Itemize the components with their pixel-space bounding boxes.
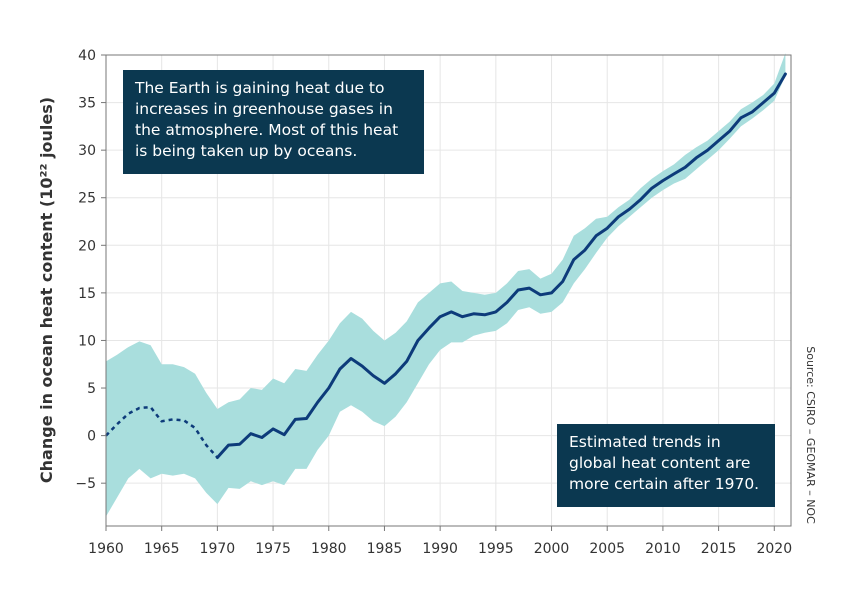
y-tick-label: 5: [87, 381, 96, 397]
x-tick-label: 2010: [645, 541, 681, 557]
x-tick-label: 2020: [756, 541, 792, 557]
plot-frame: [105, 54, 792, 527]
callout-line: is being taken up by oceans.: [135, 142, 358, 160]
source-credit: Source: CSIRO – GEOMAR – NOC: [804, 346, 817, 524]
x-tick-label: 1965: [144, 541, 180, 557]
callout-line: The Earth is gaining heat due to: [135, 79, 385, 97]
series-line-pre-1970: [105, 405, 219, 459]
x-tick-label: 1980: [311, 541, 347, 557]
x-tick-label: 1970: [200, 541, 236, 557]
uncertainty-band: [106, 53, 786, 517]
x-tick-label: 1985: [367, 541, 403, 557]
y-tick-label: 10: [78, 333, 96, 349]
y-tick-label: 20: [78, 238, 96, 254]
y-tick-label: 15: [78, 286, 96, 302]
y-tick-label: 30: [78, 143, 96, 159]
x-tick-label: 1990: [422, 541, 458, 557]
x-tick-label: 2015: [701, 541, 737, 557]
y-axis: −5 0 5 10 15 20 25 30 35 40: [75, 48, 106, 492]
y-tick-label: −5: [75, 476, 96, 492]
x-tick-label: 1995: [478, 541, 514, 557]
y-tick-label: 40: [78, 48, 96, 64]
y-axis-label: Change in ocean heat content (10²² joule…: [37, 97, 56, 483]
y-tick-label: 25: [78, 191, 96, 207]
callout-line: Estimated trends in: [569, 433, 721, 451]
x-axis: 1960 1965 1970 1975 1980 1985 1990 1995 2000 2005…: [88, 526, 792, 557]
x-tick-label: 1975: [255, 541, 291, 557]
series-line-post-1970: [215, 72, 787, 459]
series-lines: [105, 72, 787, 459]
callout-line: more certain after 1970.: [569, 475, 760, 493]
y-tick-label: 35: [78, 96, 96, 112]
callout-heat-gain: The Earth is gaining heat due to increas…: [123, 70, 424, 174]
x-tick-label: 2005: [589, 541, 625, 557]
y-tick-label: 0: [87, 429, 96, 445]
callout-line: the atmosphere. Most of this heat: [135, 121, 399, 139]
callout-line: global heat content are: [569, 454, 751, 472]
callout-trend-certainty: Estimated trends in global heat content …: [557, 424, 775, 507]
x-tick-label: 2000: [534, 541, 570, 557]
x-tick-label: 1960: [88, 541, 124, 557]
callout-line: increases in greenhouse gases in: [135, 100, 393, 118]
